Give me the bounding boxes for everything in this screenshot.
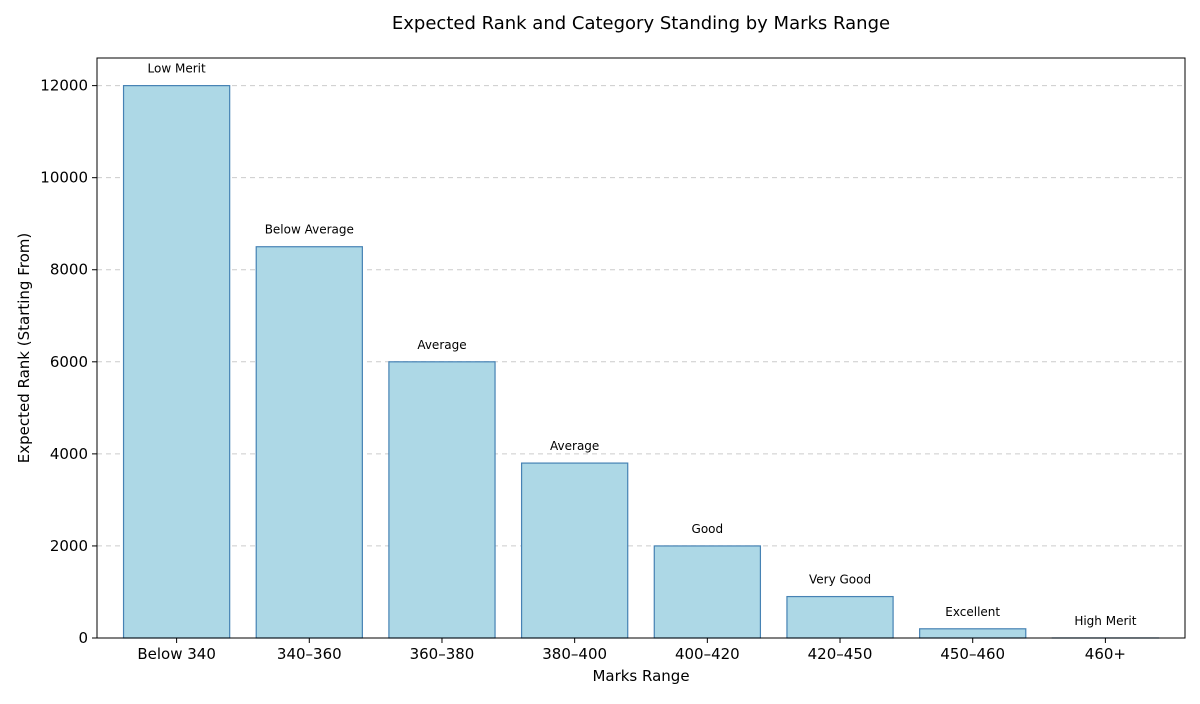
bar-data-label: Average xyxy=(550,439,599,453)
x-axis-label: Marks Range xyxy=(592,667,689,685)
bar xyxy=(787,597,893,638)
bar xyxy=(124,86,230,638)
x-tick-label: 340–360 xyxy=(277,645,342,663)
bar xyxy=(256,247,362,638)
y-tick-label: 2000 xyxy=(50,537,88,555)
y-tick-label: 10000 xyxy=(40,169,88,187)
chart-title: Expected Rank and Category Standing by M… xyxy=(392,13,890,34)
x-tick-label: 450–460 xyxy=(940,645,1005,663)
y-tick-label: 0 xyxy=(78,629,88,647)
x-tick-label: 400–420 xyxy=(675,645,740,663)
y-tick-label: 4000 xyxy=(50,445,88,463)
bar-data-label: Very Good xyxy=(809,573,871,587)
y-axis-label: Expected Rank (Starting From) xyxy=(15,233,33,463)
bar-data-label: Low Merit xyxy=(148,62,206,76)
bar xyxy=(389,362,495,638)
x-tick-label: 360–380 xyxy=(410,645,475,663)
bar-data-label: Average xyxy=(417,338,466,352)
bar xyxy=(920,629,1026,638)
y-tick-label: 12000 xyxy=(40,77,88,95)
x-axis-ticks: Below 340 340–360 360–380 380–400 400–420 420… xyxy=(137,638,1126,663)
bar xyxy=(654,546,760,638)
x-tick-label: Below 340 xyxy=(137,645,216,663)
x-tick-label: 380–400 xyxy=(542,645,607,663)
x-tick-label: 420–450 xyxy=(808,645,873,663)
bar-data-label: Good xyxy=(692,522,724,536)
bar-data-label: High Merit xyxy=(1074,614,1136,628)
y-axis-ticks: 0 2000 4000 6000 8000 10000 12000 xyxy=(40,77,97,647)
y-tick-label: 8000 xyxy=(50,261,88,279)
y-tick-label: 6000 xyxy=(50,353,88,371)
bar-data-label: Below Average xyxy=(265,223,354,237)
bar xyxy=(522,463,628,638)
x-tick-label: 460+ xyxy=(1085,645,1126,663)
bar-data-label: Excellent xyxy=(945,605,1000,619)
